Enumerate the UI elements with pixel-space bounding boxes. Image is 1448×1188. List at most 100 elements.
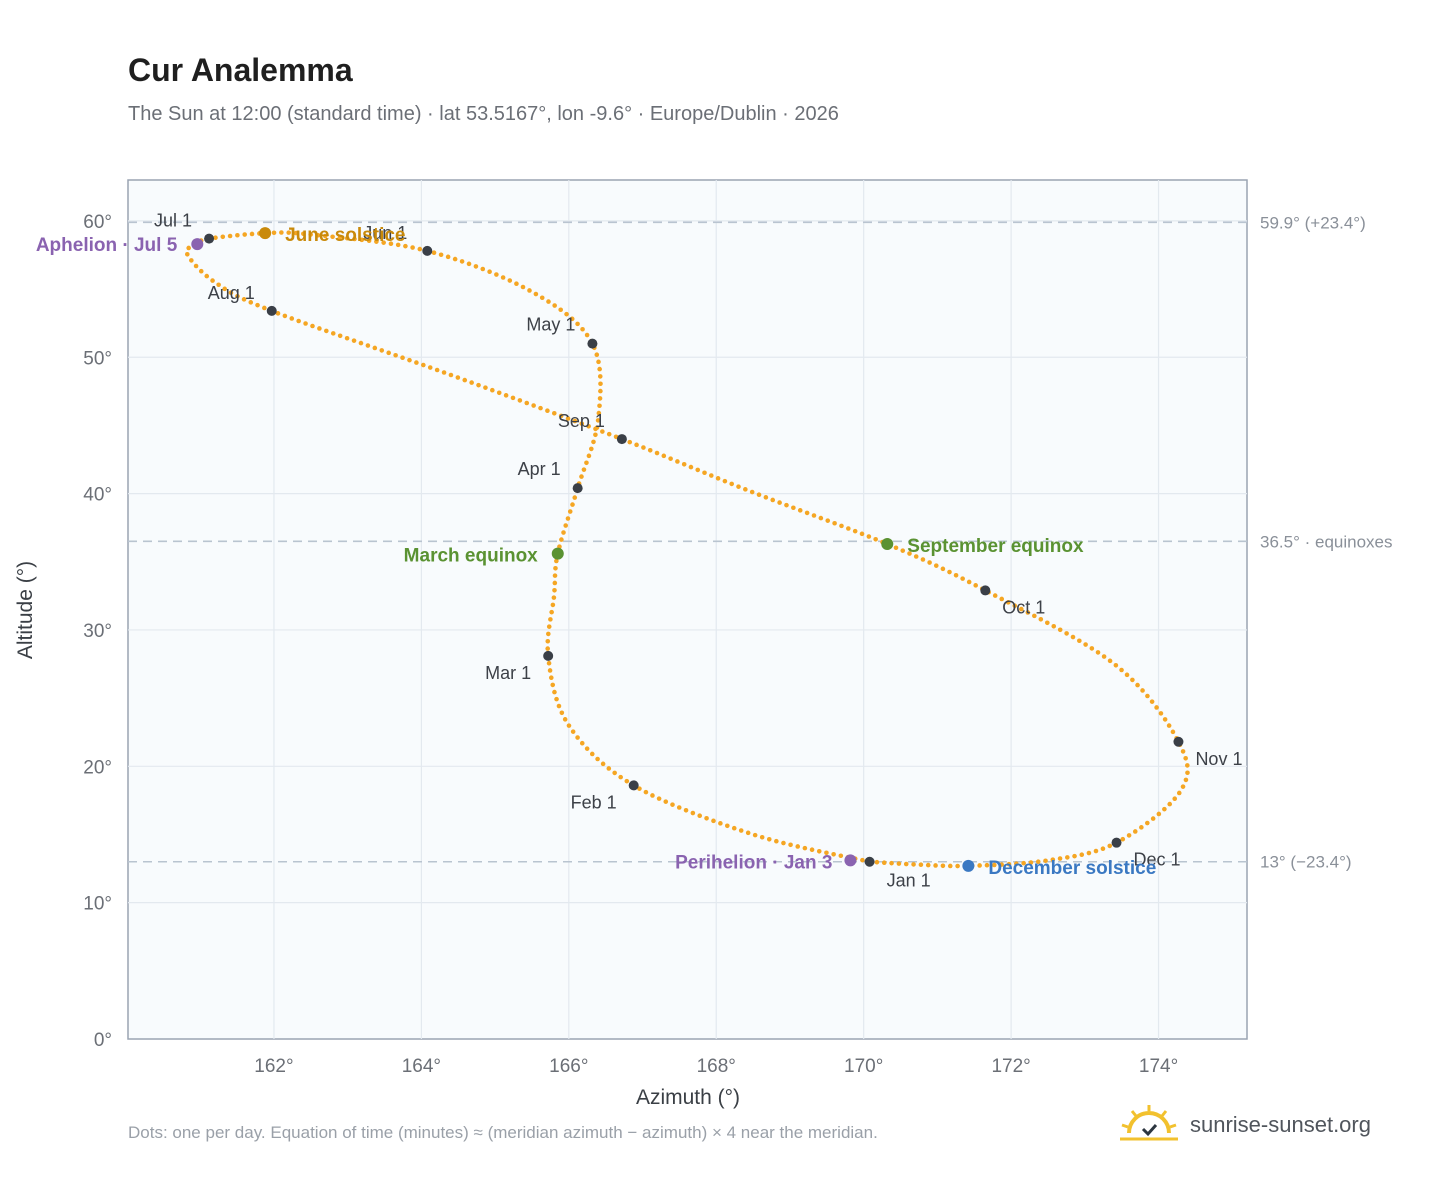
day-dot <box>520 284 526 290</box>
day-dot <box>431 250 437 256</box>
month-label: May 1 <box>526 315 575 335</box>
day-dot <box>193 263 199 269</box>
day-dot <box>866 534 872 539</box>
day-dot <box>235 232 240 238</box>
day-dot <box>920 557 926 562</box>
day-dot <box>702 470 707 476</box>
event-label: September equinox <box>907 536 1084 557</box>
day-dot <box>531 403 536 408</box>
day-dot <box>434 367 440 373</box>
day-dot <box>1124 672 1130 678</box>
month-label: Jun 1 <box>363 223 407 243</box>
day-dot <box>584 746 590 751</box>
day-dot <box>561 530 566 535</box>
month-marker <box>864 856 875 867</box>
day-dot <box>547 668 553 673</box>
day-dot <box>579 421 585 426</box>
brand[interactable]: sunrise-sunset.org <box>1120 1100 1371 1150</box>
day-dot <box>315 232 321 238</box>
day-dot <box>1132 829 1138 834</box>
day-dot <box>550 602 556 608</box>
day-dot <box>1101 654 1107 659</box>
y-tick-label: 40° <box>83 485 112 506</box>
day-dot <box>947 569 952 575</box>
day-dot <box>874 859 880 865</box>
day-dot <box>563 523 569 528</box>
day-dot <box>606 431 612 437</box>
day-dot <box>388 241 394 247</box>
day-dot <box>427 365 433 370</box>
day-dot <box>1012 603 1018 609</box>
day-dot <box>1043 858 1048 864</box>
day-dot <box>770 497 776 503</box>
day-dot <box>966 579 972 585</box>
month-marker <box>572 483 583 494</box>
day-dot <box>593 426 598 432</box>
day-dot <box>466 261 472 267</box>
day-dot <box>1014 861 1019 867</box>
day-dot <box>675 459 680 464</box>
day-dot <box>859 531 865 537</box>
day-dot <box>438 252 444 258</box>
y-tick-label: 0° <box>94 1030 112 1051</box>
day-dot <box>818 515 824 521</box>
day-dot <box>947 863 953 869</box>
month-marker <box>980 585 991 596</box>
day-dot <box>683 808 689 813</box>
y-tick-label: 50° <box>83 348 112 369</box>
day-dot <box>564 311 569 317</box>
day-dot <box>637 786 642 791</box>
day-dot <box>896 861 902 866</box>
day-dot <box>1113 663 1119 668</box>
day-dot <box>597 396 603 401</box>
day-dot <box>661 453 667 459</box>
day-dot <box>643 789 649 795</box>
month-marker <box>1173 736 1184 747</box>
month-label: Nov 1 <box>1195 749 1242 769</box>
month-marker <box>628 780 639 791</box>
day-dot <box>546 624 552 629</box>
day-dot <box>372 345 378 351</box>
day-dot <box>933 563 939 568</box>
day-dot <box>575 735 580 740</box>
day-dot <box>1064 631 1069 636</box>
month-label: Jul 1 <box>154 211 192 231</box>
reference-lines: 59.9° (+23.4°) 36.5° · equinoxes 13° (−23.… <box>128 213 1393 872</box>
day-dot <box>831 851 836 857</box>
day-dot <box>745 830 751 836</box>
day-dot <box>832 520 837 526</box>
day-dot <box>1183 777 1189 783</box>
day-dot <box>552 580 558 586</box>
day-dot <box>559 710 565 716</box>
day-dot <box>441 370 447 375</box>
day-dot <box>1156 811 1162 817</box>
day-dot <box>1079 852 1085 858</box>
event-marker <box>191 238 204 251</box>
day-dot <box>955 863 960 869</box>
event-marker <box>259 227 272 240</box>
day-dot <box>358 340 364 346</box>
day-dot <box>507 278 513 283</box>
day-dot <box>1145 693 1150 699</box>
day-dot <box>816 848 822 854</box>
day-dot <box>374 239 379 244</box>
day-dot <box>552 303 557 308</box>
day-dot <box>584 332 590 338</box>
day-dot <box>791 505 796 511</box>
day-dot <box>763 495 769 500</box>
page-title: Cur Analemma <box>128 52 353 88</box>
month-marker <box>1111 837 1122 848</box>
day-dot <box>711 818 716 824</box>
day-dot <box>690 810 696 816</box>
day-dot <box>1072 853 1077 859</box>
event-marker <box>551 547 564 560</box>
day-dot <box>1120 836 1126 842</box>
day-dot <box>562 717 568 722</box>
month-label: Mar 1 <box>485 663 531 683</box>
event-marker <box>962 859 975 872</box>
day-dot <box>595 418 601 423</box>
analemma-path <box>185 230 1190 869</box>
day-dot <box>738 828 744 833</box>
day-dot <box>228 290 234 296</box>
month-marker <box>266 305 277 316</box>
